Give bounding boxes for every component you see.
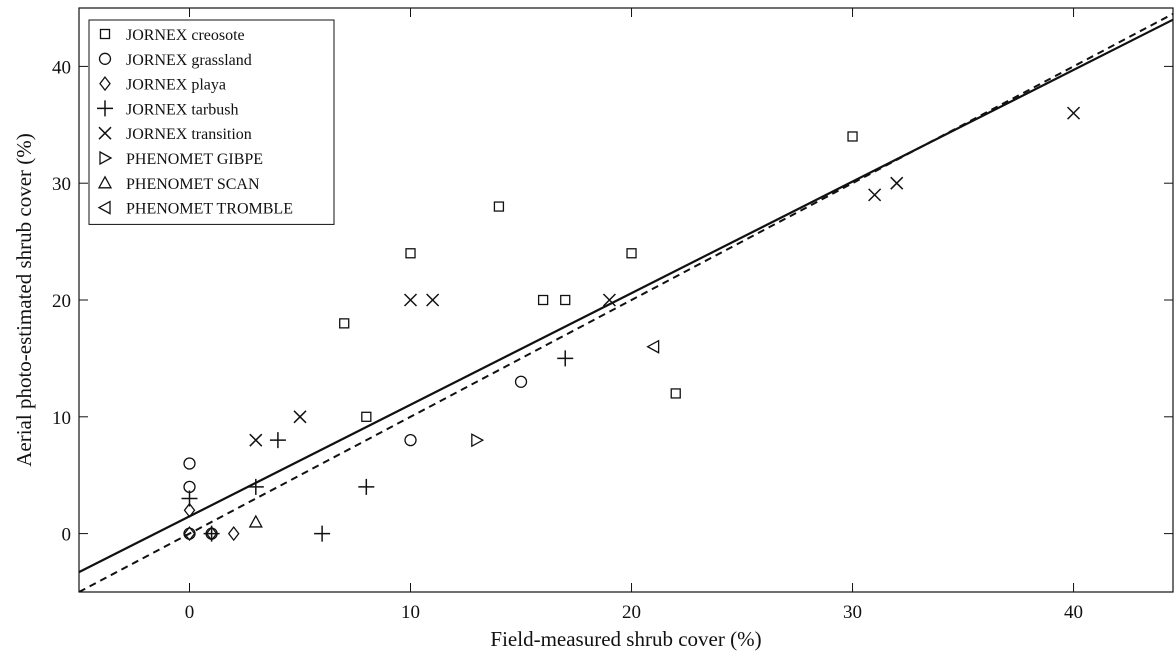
legend-label: JORNEX playa (126, 77, 226, 94)
data-point (514, 375, 528, 388)
x-tick-label: 10 (401, 602, 420, 623)
x-tick-label: 0 (185, 602, 195, 623)
data-point (404, 434, 417, 447)
legend-label: JORNEX tarbush (126, 101, 238, 118)
data-point (227, 526, 240, 542)
data-point (293, 410, 307, 424)
data-point (249, 433, 263, 447)
data-point (868, 188, 882, 202)
y-tick-label: 20 (52, 291, 71, 312)
legend-marker (97, 100, 113, 117)
data-point (560, 294, 571, 306)
legend-marker (97, 175, 113, 189)
x-axis-title: Field-measured shrub cover (%) (490, 627, 761, 651)
x-tick-label: 20 (622, 602, 641, 623)
legend: JORNEX creosote JORNEX grassland JORNEX pl… (88, 19, 335, 225)
data-point (670, 388, 681, 399)
data-point (248, 514, 263, 528)
data-point (183, 502, 196, 518)
x-tick-label: 40 (1064, 602, 1083, 623)
legend-label: JORNEX transition (126, 126, 252, 143)
axis-ticks: 0 10 20 30 40 0 10 20 30 40 (52, 8, 1173, 623)
data-point (247, 478, 264, 495)
data-point (405, 248, 416, 259)
data-point (358, 478, 375, 495)
data-point (557, 350, 574, 367)
legend-marker (99, 76, 111, 92)
data-point (361, 411, 372, 422)
data-point (493, 201, 505, 212)
legend-marker (98, 126, 112, 140)
data-point (269, 432, 286, 449)
data-point (602, 293, 616, 307)
data-point (646, 339, 660, 354)
y-tick-label: 10 (52, 408, 71, 429)
legend-label: PHENOMET SCAN (126, 176, 260, 193)
data-point (403, 293, 418, 307)
legend-label: JORNEX creosote (126, 27, 245, 44)
data-point (339, 318, 350, 329)
one-to-one-line (79, 12, 1173, 592)
data-point (890, 176, 904, 190)
legend-marker (99, 150, 113, 166)
data-point (183, 526, 196, 542)
data-point (183, 457, 196, 470)
data-point (847, 131, 858, 142)
y-tick-label: 30 (52, 174, 71, 195)
data-point (537, 294, 549, 306)
data-point (203, 525, 220, 542)
legend-label: PHENOMET GIBPE (126, 151, 263, 168)
data-point (1067, 106, 1081, 120)
legend-box (88, 19, 335, 225)
data-point (181, 490, 198, 507)
y-axis-title: Aerial photo-estimated shrub cover (%) (12, 133, 36, 467)
legend-label: PHENOMET TROMBLE (126, 201, 293, 218)
legend-marker (97, 200, 111, 215)
fit-lines (79, 12, 1173, 592)
legend-label: JORNEX grassland (126, 52, 252, 69)
regression-line (79, 18, 1173, 574)
y-tick-label: 0 (62, 525, 72, 546)
legend-marker (98, 52, 112, 65)
data-point (314, 525, 331, 542)
y-tick-label: 40 (52, 57, 71, 78)
data-point (471, 433, 485, 448)
data-point (626, 248, 637, 259)
legend-marker (99, 28, 111, 40)
data-points (181, 106, 1081, 542)
data-point (426, 293, 440, 307)
x-tick-label: 30 (843, 602, 862, 623)
